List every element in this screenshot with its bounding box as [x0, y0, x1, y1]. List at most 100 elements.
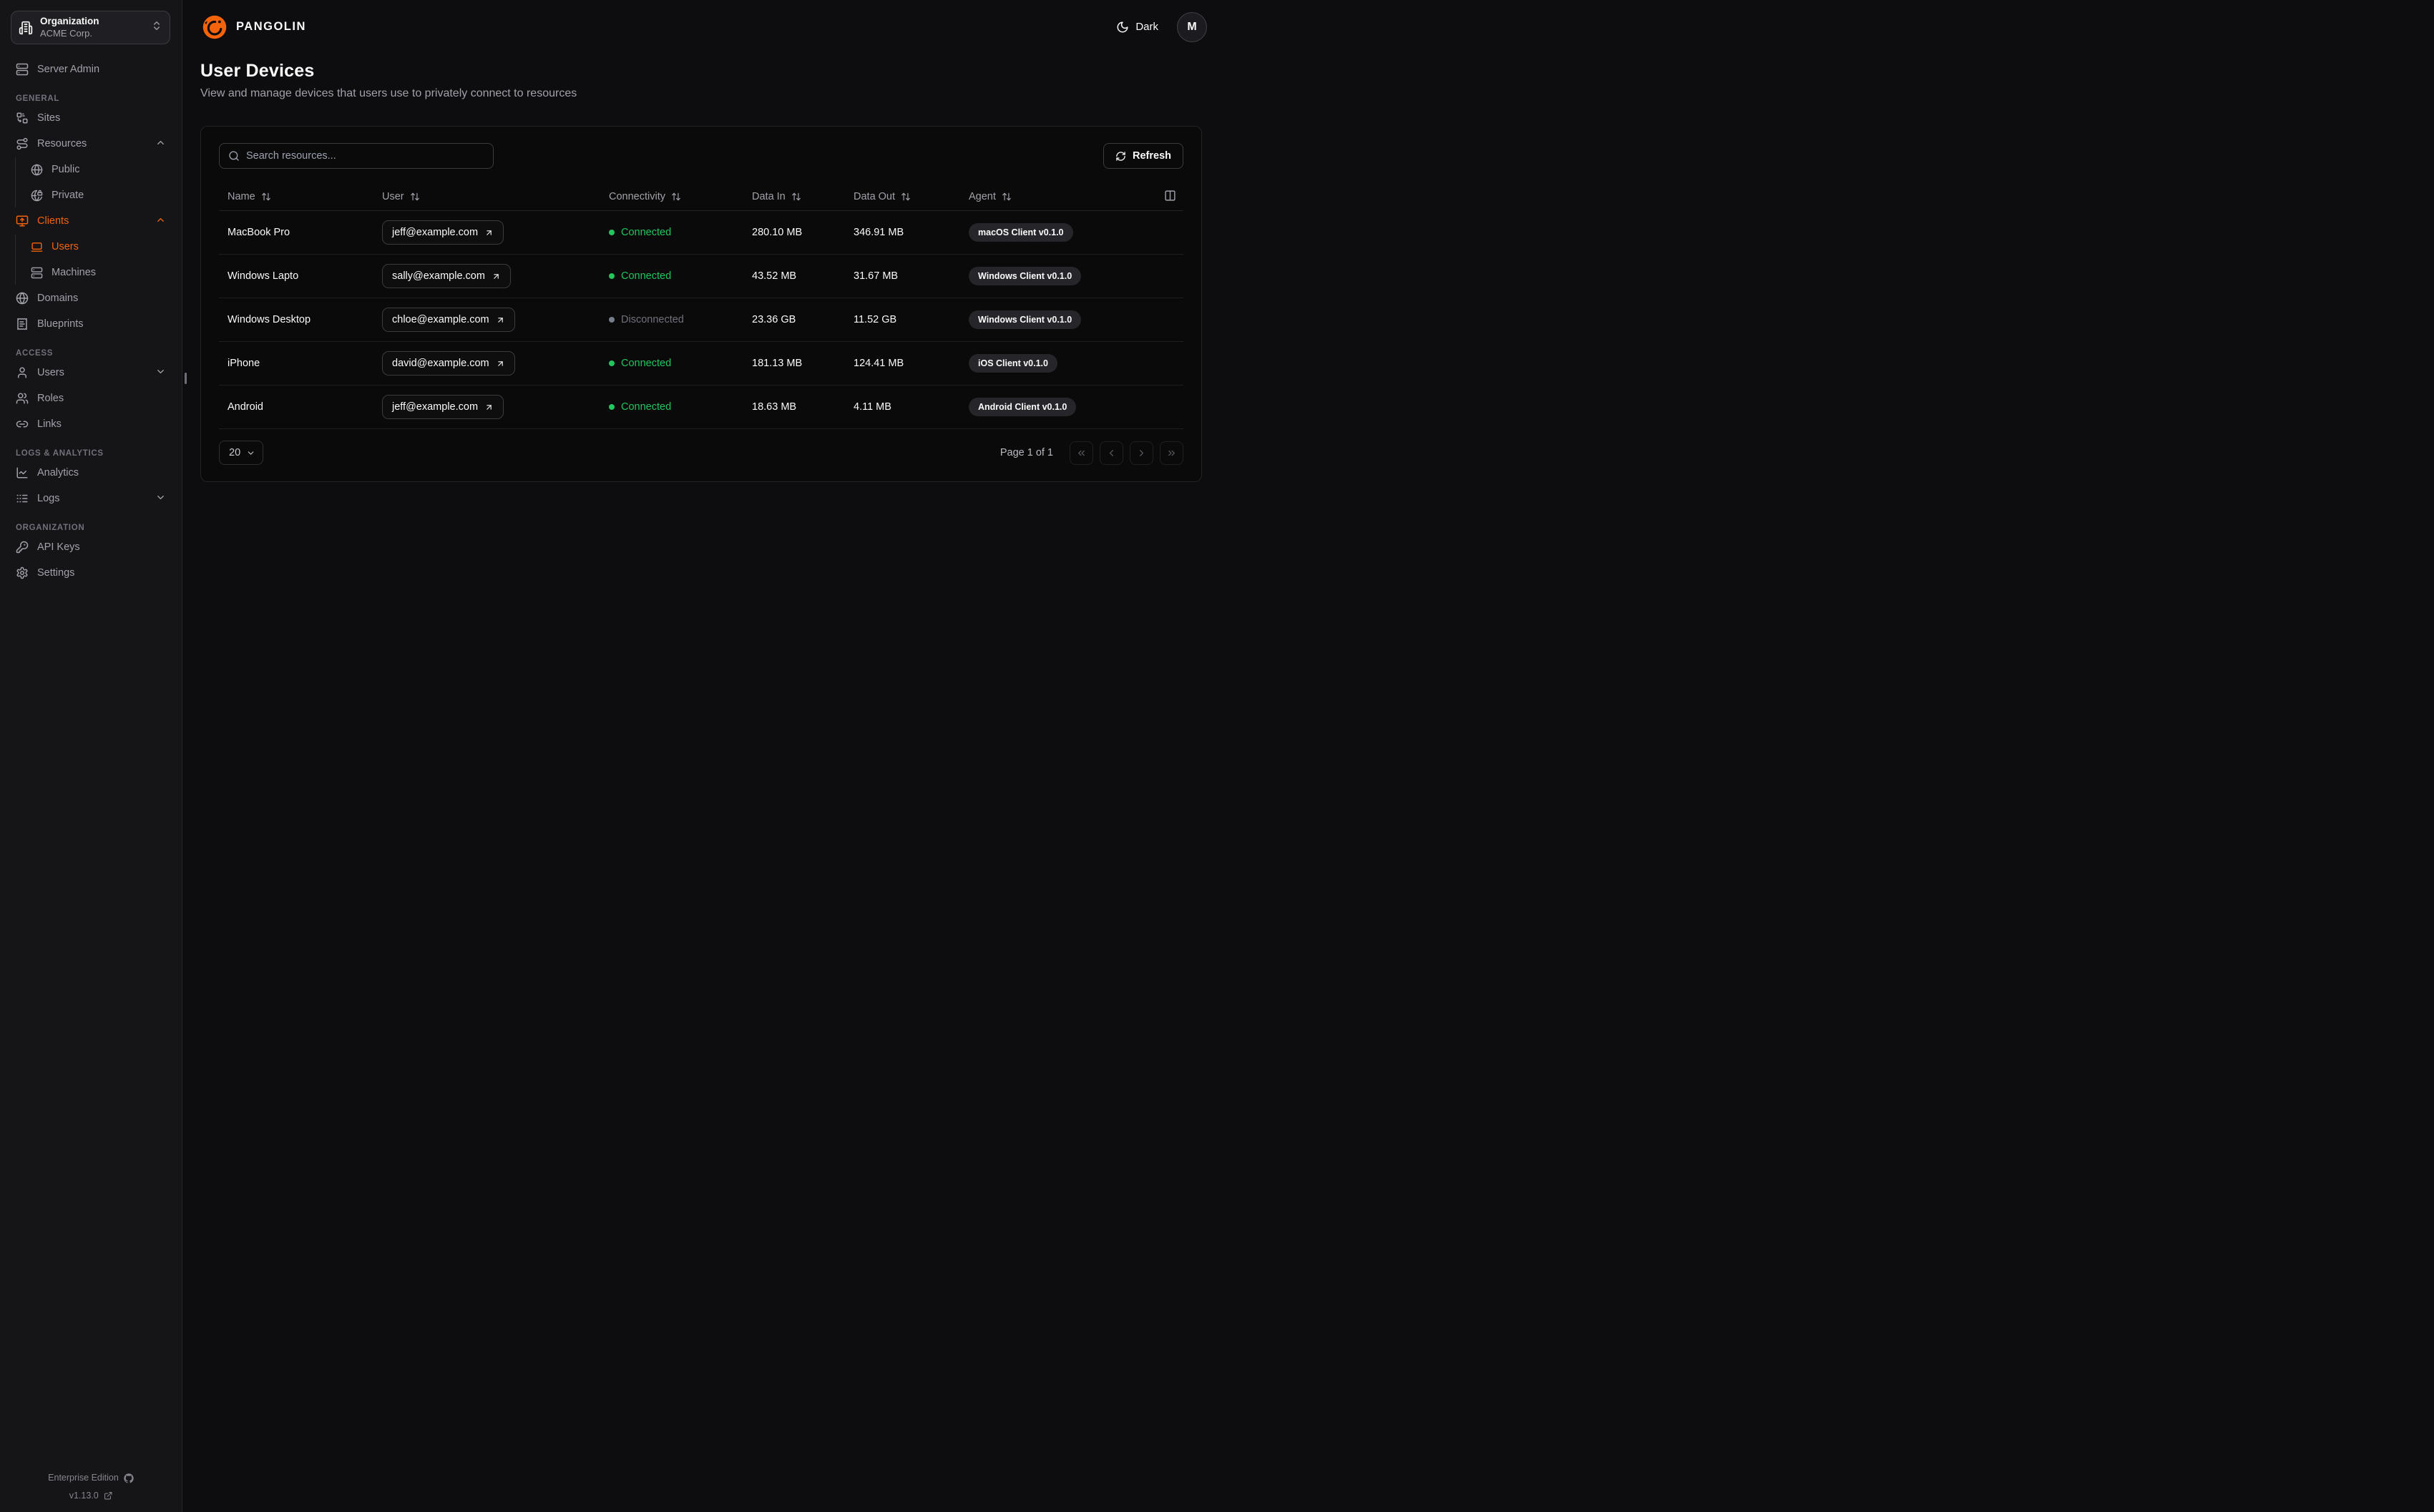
sidebar-nav: Server Admin GENERAL Sites Resources Pub…	[0, 57, 182, 585]
resources-sub-list: Public Private	[15, 157, 171, 207]
user-link-button[interactable]: jeff@example.com	[382, 220, 504, 245]
chevrons-right-icon	[1168, 450, 1175, 456]
search-icon	[229, 151, 239, 161]
sidebar-item-domains[interactable]: Domains	[11, 286, 171, 310]
sidebar-item-api-keys[interactable]: API Keys	[11, 535, 171, 559]
device-name: Windows Desktop	[228, 314, 311, 325]
github-icon	[124, 1473, 134, 1483]
sidebar-item-label: Machines	[52, 267, 97, 278]
connectivity-status: Connected	[600, 270, 743, 282]
sort-icon	[791, 192, 801, 200]
agent-badge: Windows Client v0.1.0	[969, 267, 1082, 285]
column-header-data-in[interactable]: Data In	[743, 191, 845, 202]
user-link-button[interactable]: david@example.com	[382, 351, 515, 375]
moon-icon	[1117, 21, 1128, 32]
gear-icon	[16, 566, 28, 579]
device-name: Android	[228, 401, 263, 413]
data-in-value: 280.10 MB	[752, 227, 803, 238]
arrow-up-right-icon	[494, 273, 499, 279]
sidebar-item-sites[interactable]: Sites	[11, 106, 171, 130]
page-size-select[interactable]: 20	[219, 441, 264, 465]
sidebar-item-links[interactable]: Links	[11, 412, 171, 436]
first-page-button[interactable]	[1070, 441, 1093, 465]
device-name: MacBook Pro	[228, 227, 290, 238]
column-header-name[interactable]: Name	[219, 191, 373, 202]
sidebar-item-client-users[interactable]: Users	[16, 235, 171, 259]
sidebar-item-label: Users	[52, 241, 79, 252]
laptop-icon	[31, 242, 43, 252]
sidebar-resize-handle[interactable]	[185, 373, 187, 384]
connectivity-status: Disconnected	[600, 314, 743, 325]
connectivity-status: Connected	[600, 227, 743, 238]
arrow-up-right-icon	[497, 317, 503, 323]
sort-icon	[901, 192, 910, 200]
version-label: v1.13.0	[69, 1491, 99, 1501]
sidebar-item-analytics[interactable]: Analytics	[11, 461, 171, 485]
edition-label: Enterprise Edition	[48, 1473, 119, 1483]
columns-icon	[1165, 190, 1176, 201]
sidebar-item-blueprints[interactable]: Blueprints	[11, 312, 171, 336]
user-link-button[interactable]: chloe@example.com	[382, 308, 515, 332]
agent-badge: Android Client v0.1.0	[969, 398, 1077, 416]
logs-icon	[16, 494, 28, 503]
refresh-button[interactable]: Refresh	[1103, 143, 1183, 169]
monitor-up-icon	[16, 215, 29, 227]
sidebar-item-client-machines[interactable]: Machines	[16, 260, 171, 285]
prev-page-button[interactable]	[1100, 441, 1123, 465]
sidebar-item-roles[interactable]: Roles	[11, 386, 171, 411]
status-dot	[609, 273, 615, 279]
version-link[interactable]: v1.13.0	[0, 1487, 182, 1505]
section-label-organization: ORGANIZATION	[16, 524, 85, 532]
sidebar-item-users[interactable]: Users	[11, 360, 171, 385]
avatar[interactable]: M	[1177, 11, 1207, 42]
table-row: Windows Lapto sally@example.com Connecte…	[219, 255, 1183, 298]
sidebar-item-server-admin[interactable]: Server Admin	[11, 57, 171, 82]
sidebar-item-clients[interactable]: Clients	[11, 209, 171, 233]
table-row: Windows Desktop chloe@example.com Discon…	[219, 298, 1183, 342]
column-header-connectivity[interactable]: Connectivity	[600, 191, 743, 202]
status-dot	[609, 360, 615, 366]
sidebar-item-logs[interactable]: Logs	[11, 486, 171, 511]
data-out-value: 11.52 GB	[854, 314, 897, 325]
sidebar-item-private[interactable]: Private	[16, 183, 171, 207]
data-out-value: 4.11 MB	[854, 401, 891, 413]
theme-toggle[interactable]: Dark	[1116, 21, 1158, 34]
brand-name: PANGOLIN	[236, 20, 306, 33]
sidebar-footer: Enterprise Edition v1.13.0	[0, 1469, 182, 1505]
org-switcher[interactable]: Organization ACME Corp.	[11, 11, 170, 44]
server-icon	[31, 267, 43, 278]
sites-icon	[16, 112, 28, 124]
link-icon	[16, 421, 29, 428]
agent-badge: macOS Client v0.1.0	[969, 223, 1073, 242]
next-page-button[interactable]	[1130, 441, 1153, 465]
column-header-agent[interactable]: Agent	[960, 190, 1183, 204]
user-link-button[interactable]: sally@example.com	[382, 264, 511, 288]
key-icon	[16, 541, 29, 554]
theme-toggle-label: Dark	[1135, 21, 1158, 33]
page-description: View and manage devices that users use t…	[200, 87, 577, 99]
sidebar-item-label: Resources	[37, 138, 87, 149]
table-toolbar: Refresh	[219, 143, 1183, 169]
topbar-right: Dark M	[1116, 11, 1207, 42]
column-header-user[interactable]: User	[373, 191, 600, 202]
sidebar-item-settings[interactable]: Settings	[11, 561, 171, 585]
sidebar-item-resources[interactable]: Resources	[11, 132, 171, 156]
last-page-button[interactable]	[1160, 441, 1183, 465]
column-header-data-out[interactable]: Data Out	[845, 191, 960, 202]
arrow-up-right-icon	[497, 360, 503, 366]
arrow-up-right-icon	[487, 230, 492, 235]
user-link-button[interactable]: jeff@example.com	[382, 395, 504, 419]
column-visibility-button[interactable]	[1164, 190, 1176, 204]
search-input[interactable]	[246, 150, 484, 162]
edition-link[interactable]: Enterprise Edition	[0, 1469, 182, 1487]
avatar-initial: M	[1187, 20, 1197, 33]
data-in-value: 23.36 GB	[752, 314, 796, 325]
connectivity-status: Connected	[600, 401, 743, 413]
section-label-general: GENERAL	[16, 94, 60, 103]
status-dot	[609, 404, 615, 410]
sidebar: Organization ACME Corp. Server Admin GEN…	[0, 0, 182, 1512]
sidebar-item-public[interactable]: Public	[16, 157, 171, 182]
globe-icon	[16, 292, 29, 305]
chevron-down-icon	[157, 369, 164, 373]
table-row: iPhone david@example.com Connected 181.1…	[219, 342, 1183, 386]
